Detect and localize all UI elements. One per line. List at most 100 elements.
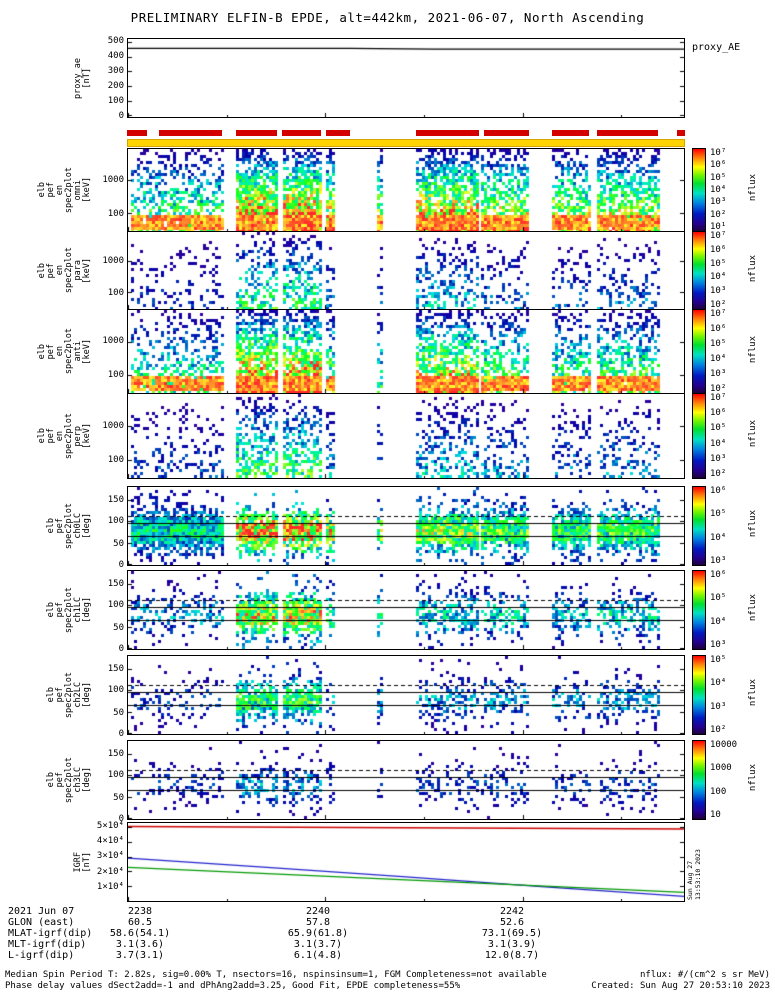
en_para-colorbar-tick: 10²	[710, 300, 727, 310]
side-created-timestamp: Sun Aug 27 13:53:10 2023	[686, 849, 702, 900]
igrf-axis-title: IGRF [nT]	[30, 822, 92, 902]
en_para-colorbar-tick: 10⁶	[710, 244, 727, 255]
pa_ch3-colorbar-tick: 1000	[710, 763, 732, 774]
en_anti-colorbar-tick: 10⁶	[710, 324, 727, 334]
proxy-ytick: 400	[107, 51, 124, 61]
lshell-row: L-igrf(dip) 3.7(3.1) 6.1(4.8) 12.0(8.7)	[0, 950, 775, 961]
en_para-colorbar-tick: 10⁷	[710, 231, 727, 241]
en_omni-colorbar-tick: 10⁷	[710, 148, 727, 158]
proxy-panel	[127, 38, 685, 118]
glon-row: GLON (east) 60.5 57.8 52.6	[0, 917, 775, 928]
igrf-ytick: 5×10⁴	[96, 821, 124, 831]
en_anti-colorbar-tick: 10²	[710, 384, 727, 394]
pa_ch3-colorbar-tick: 10	[710, 810, 721, 820]
en_anti-canvas	[128, 310, 684, 393]
pa_ch1-colorbar-tick: 10³	[710, 640, 727, 650]
proxy-ytick: 500	[107, 36, 124, 47]
en_para-panel	[127, 231, 685, 310]
en_perp-ytick: 1000	[102, 420, 124, 431]
en_anti-ytick: 1000	[102, 336, 124, 347]
pa_ch0-colorbar-tick: 10⁴	[710, 532, 727, 543]
axis-title-word: [keV]	[82, 257, 92, 284]
availability-segment	[552, 130, 589, 136]
pa_ch1-ytick: 50	[113, 622, 124, 633]
footer-created: Created: Sun Aug 27 20:53:10 2023	[591, 981, 770, 991]
en_para-ytick: 100	[107, 287, 124, 298]
availability-segment	[159, 130, 222, 136]
pa_ch1-ytick: 100	[107, 600, 124, 611]
axis-title-word: [keV]	[82, 423, 92, 449]
en_perp-colorbar-tick: 10⁴	[710, 438, 727, 449]
proxy-ytick: 100	[107, 96, 124, 107]
igrf-ytick: 2×10⁴	[96, 866, 124, 877]
pa_ch1-colorbar	[692, 570, 706, 650]
pa_ch3-canvas	[128, 741, 684, 819]
en_perp-colorbar	[692, 393, 706, 479]
glon-value-2: 52.6	[499, 917, 525, 928]
pa_ch1-colorbar-unit: nflux	[748, 594, 758, 622]
lshell-label: L-igrf(dip)	[8, 950, 75, 961]
pa_ch2-ytick: 100	[107, 685, 124, 696]
proxy-ae-right-label: proxy_AE	[692, 42, 741, 53]
igrf-ytick: 1×10⁴	[96, 881, 124, 892]
en_omni-axis-title: elb pef en spec2plot omni [keV]	[30, 148, 92, 232]
pa_ch0-ytick: 150	[107, 494, 124, 505]
availability-segment	[416, 130, 479, 136]
footer-spin-period: Median Spin Period T: 2.82s, sig=0.00% T…	[5, 970, 547, 980]
date-label: 2021 Jun 07	[8, 906, 75, 917]
pa_ch2-colorbar-unit: nflux	[748, 679, 758, 707]
en_perp-colorbar-tick: 10⁵	[710, 423, 727, 434]
time-tick-0: 2238	[127, 906, 153, 917]
mlt-value-2: 3.1(3.9)	[487, 939, 537, 950]
footer-nflux-units: nflux: #/(cm^2 s sr MeV)	[639, 970, 770, 980]
en_omni-colorbar	[692, 148, 706, 232]
pa_ch2-colorbar-tick: 10⁵	[710, 655, 727, 665]
mlt-label: MLT-igrf(dip)	[8, 939, 87, 950]
en_omni-colorbar-tick: 10⁶	[710, 160, 727, 171]
en_omni-canvas	[128, 149, 684, 231]
pa_ch0-colorbar-tick: 10⁶	[710, 486, 727, 496]
pa_ch3-panel	[127, 740, 685, 820]
pa_ch1-panel	[127, 570, 685, 650]
footer-phase-delay: Phase delay values dSect2add=-1 and dPhA…	[5, 981, 461, 991]
pa_ch1-canvas	[128, 571, 684, 649]
pa_ch0-colorbar	[692, 486, 706, 566]
pa_ch0-ytick: 0	[118, 560, 124, 571]
en_para-colorbar-tick: 10⁵	[710, 258, 727, 269]
axis-title-word: [deg]	[82, 513, 92, 539]
glon-value-0: 60.5	[127, 917, 153, 928]
en_perp-panel	[127, 393, 685, 479]
pa_ch2-ytick: 0	[118, 729, 124, 740]
en_omni-colorbar-tick: 10³	[710, 197, 727, 208]
pa_ch2-panel	[127, 655, 685, 735]
pa_ch0-panel	[127, 486, 685, 566]
en_omni-ytick: 100	[107, 208, 124, 219]
en_perp-colorbar-tick: 10⁶	[710, 408, 727, 419]
proxy-ytick: 200	[107, 81, 124, 92]
mlat-value-2: 73.1(69.5)	[481, 928, 543, 939]
availability-segment	[127, 130, 147, 136]
pa_ch3-colorbar-unit: nflux	[748, 764, 758, 792]
pa_ch2-colorbar-tick: 10³	[710, 701, 727, 712]
en_perp-ytick: 100	[107, 455, 124, 466]
en_anti-panel	[127, 309, 685, 394]
en_perp-colorbar-unit: nflux	[748, 420, 758, 448]
en_anti-colorbar-tick: 10⁷	[710, 309, 727, 319]
pa_ch3-ytick: 0	[118, 814, 124, 825]
axis-title-word: [nT]	[82, 67, 92, 89]
pa_ch1-axis-title: elb pef spec2plot ch1LC [deg]	[30, 570, 92, 650]
axis-title-word: [deg]	[82, 597, 92, 623]
pa_ch0-axis-title: elb pef spec2plot ch0LC [deg]	[30, 486, 92, 566]
en_perp-colorbar-tick: 10³	[710, 453, 727, 464]
en_omni-panel	[127, 148, 685, 232]
pa_ch0-canvas	[128, 487, 684, 565]
time-tick-1: 2240	[305, 906, 331, 917]
axis-title-word: [keV]	[82, 177, 92, 203]
lshell-value-0: 3.7(3.1)	[115, 950, 165, 961]
en_anti-colorbar-tick: 10³	[710, 369, 727, 379]
plot-title: PRELIMINARY ELFIN-B EPDE, alt=442km, 202…	[130, 10, 645, 25]
en_anti-colorbar-tick: 10⁴	[710, 354, 727, 364]
en_anti-ytick: 100	[107, 370, 124, 381]
glon-label: GLON (east)	[8, 917, 75, 928]
